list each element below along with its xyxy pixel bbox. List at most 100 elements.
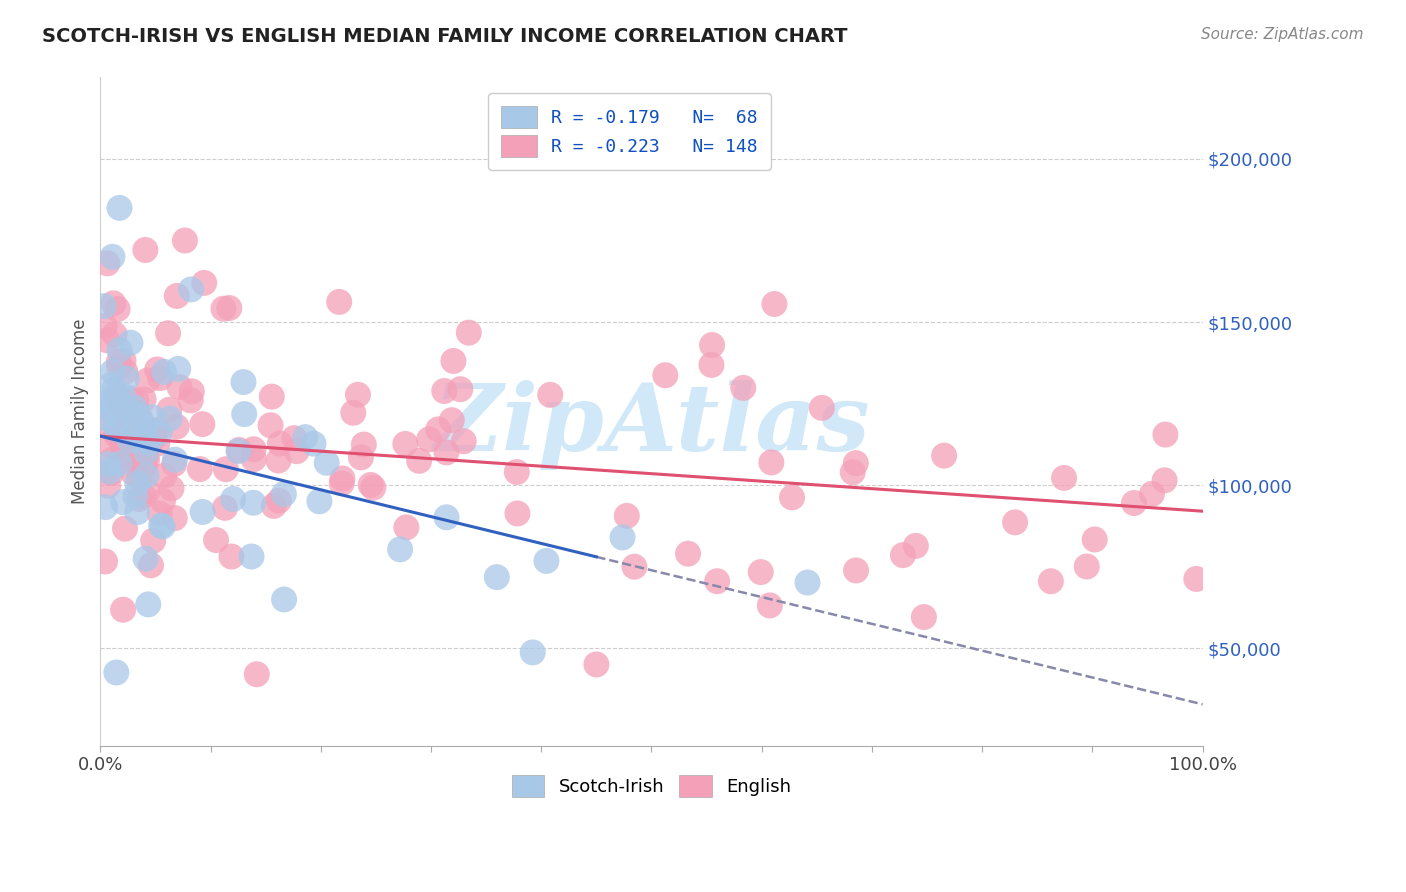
Point: [107, 402, 129, 417]
Point: [759, 599, 782, 613]
Point: [506, 465, 529, 479]
Point: [134, 420, 156, 434]
Point: [436, 445, 458, 459]
Point: [538, 388, 561, 402]
Point: [112, 603, 135, 617]
Point: [394, 437, 416, 451]
Point: [443, 354, 465, 368]
Point: [453, 434, 475, 449]
Point: [267, 493, 290, 508]
Point: [115, 371, 138, 385]
Point: [1039, 574, 1062, 589]
Point: [108, 343, 131, 357]
Point: [98, 465, 121, 479]
Point: [132, 489, 155, 503]
Point: [260, 390, 283, 404]
Point: [101, 250, 124, 264]
Point: [676, 547, 699, 561]
Point: [706, 574, 728, 589]
Point: [623, 559, 645, 574]
Point: [115, 410, 138, 425]
Point: [1076, 559, 1098, 574]
Point: [141, 410, 163, 425]
Point: [240, 549, 263, 564]
Point: [347, 388, 370, 402]
Point: [112, 353, 135, 368]
Point: [215, 462, 238, 476]
Point: [105, 388, 128, 402]
Point: [700, 358, 723, 372]
Point: [700, 338, 723, 352]
Point: [233, 407, 256, 421]
Point: [111, 437, 134, 451]
Point: [124, 489, 146, 503]
Point: [108, 359, 131, 374]
Point: [891, 548, 914, 562]
Point: [111, 389, 134, 403]
Point: [449, 382, 471, 396]
Point: [763, 297, 786, 311]
Point: [796, 575, 818, 590]
Point: [232, 375, 254, 389]
Point: [134, 425, 156, 439]
Point: [136, 435, 159, 450]
Point: [105, 392, 128, 406]
Point: [191, 417, 214, 431]
Point: [94, 500, 117, 515]
Point: [191, 505, 214, 519]
Point: [193, 276, 215, 290]
Point: [118, 434, 141, 448]
Point: [152, 494, 174, 508]
Point: [103, 296, 125, 310]
Point: [127, 476, 149, 491]
Point: [267, 453, 290, 467]
Point: [122, 467, 145, 481]
Point: [166, 289, 188, 303]
Y-axis label: Median Family Income: Median Family Income: [72, 319, 89, 505]
Point: [328, 294, 350, 309]
Point: [127, 505, 149, 519]
Point: [93, 318, 115, 333]
Point: [157, 402, 180, 417]
Point: [120, 335, 142, 350]
Point: [97, 437, 120, 451]
Point: [332, 471, 354, 485]
Point: [205, 533, 228, 547]
Point: [1123, 496, 1146, 510]
Text: SCOTCH-IRISH VS ENGLISH MEDIAN FAMILY INCOME CORRELATION CHART: SCOTCH-IRISH VS ENGLISH MEDIAN FAMILY IN…: [42, 27, 848, 45]
Point: [353, 437, 375, 451]
Point: [246, 667, 269, 681]
Point: [124, 429, 146, 443]
Point: [150, 518, 173, 533]
Point: [107, 425, 129, 440]
Point: [169, 380, 191, 394]
Point: [1140, 487, 1163, 501]
Point: [117, 403, 139, 417]
Point: [180, 384, 202, 399]
Point: [153, 365, 176, 379]
Point: [94, 401, 117, 415]
Point: [612, 531, 634, 545]
Point: [139, 433, 162, 447]
Point: [142, 533, 165, 548]
Point: [389, 542, 412, 557]
Point: [315, 456, 337, 470]
Point: [159, 411, 181, 425]
Point: [749, 565, 772, 579]
Point: [1084, 533, 1107, 547]
Point: [124, 401, 146, 415]
Point: [180, 393, 202, 408]
Point: [163, 452, 186, 467]
Point: [107, 423, 129, 437]
Point: [105, 428, 128, 442]
Point: [105, 387, 128, 401]
Point: [427, 422, 450, 436]
Point: [363, 481, 385, 495]
Point: [228, 442, 250, 457]
Point: [104, 419, 127, 434]
Point: [294, 430, 316, 444]
Point: [114, 522, 136, 536]
Point: [149, 371, 172, 385]
Point: [129, 410, 152, 425]
Point: [120, 392, 142, 406]
